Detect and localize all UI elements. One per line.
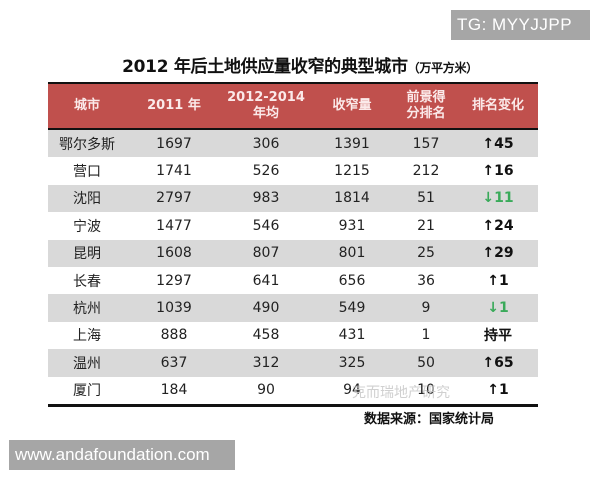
cell-rank: 1	[421, 327, 431, 344]
cell-city: 上海	[73, 328, 101, 345]
data-source: 数据来源：国家统计局	[364, 412, 495, 427]
table-bottom-rule	[48, 403, 538, 407]
col-header-narrow: 收窄量	[332, 98, 372, 113]
title-unit: （万平方米）	[407, 61, 479, 75]
cell-city: 宁波	[73, 218, 101, 235]
cell-change: ↑1	[487, 272, 509, 289]
cell-2011: 1039	[156, 300, 192, 317]
cell-city: 长春	[73, 273, 101, 290]
cell-rank: 25	[417, 245, 435, 262]
cell-2011: 888	[160, 327, 188, 344]
table-header: 城市 2011 年 2012-2014 年均 收窄量 前景得 分排名 排名变化	[48, 84, 538, 130]
cell-rank: 9	[421, 300, 431, 317]
cell-rank: 36	[417, 272, 435, 289]
cell-city: 鄂尔多斯	[59, 136, 115, 153]
col-header-rank: 前景得 分排名	[406, 90, 446, 121]
col-header-change: 排名变化	[471, 98, 524, 113]
cell-avg: 641	[252, 272, 280, 289]
url-overlay: www.andafoundation.com	[9, 440, 235, 470]
cell-rank: 51	[417, 190, 435, 207]
table-row: 宁波 1477 546 931 21 ↑24	[48, 212, 538, 239]
cell-avg: 90	[257, 382, 275, 399]
cell-city: 昆明	[73, 246, 101, 263]
cell-2011: 1697	[156, 135, 192, 152]
cell-narrow: 549	[338, 300, 366, 317]
table-top-rule	[48, 82, 538, 84]
data-table: 城市 2011 年 2012-2014 年均 收窄量 前景得 分排名 排名变化 鄂尔…	[48, 82, 538, 407]
cell-change: ↑1	[487, 382, 509, 399]
cell-change: 持平	[484, 328, 512, 345]
cell-city: 温州	[73, 355, 101, 372]
cell-rank: 10	[417, 382, 435, 399]
cell-change: ↑16	[482, 163, 514, 180]
cell-avg: 983	[252, 190, 280, 207]
cell-avg: 546	[252, 217, 280, 234]
table-row: 厦门 184 90 94 10 ↑1	[48, 377, 538, 404]
col-header-avg: 2012-2014 年均	[227, 90, 305, 121]
cell-avg: 312	[252, 354, 280, 371]
table-row: 温州 637 312 325 50 ↑65	[48, 349, 538, 377]
cell-2011: 2797	[156, 190, 192, 207]
cell-rank: 212	[412, 163, 440, 180]
cell-narrow: 1814	[334, 190, 370, 207]
cell-change: ↓1	[487, 300, 509, 317]
table-row: 沈阳 2797 983 1814 51 ↓11	[48, 184, 538, 213]
cell-narrow: 1215	[334, 163, 370, 180]
cell-avg: 458	[252, 327, 280, 344]
cell-narrow: 325	[338, 354, 366, 371]
table-row: 杭州 1039 490 549 9 ↓1	[48, 294, 538, 322]
cell-2011: 184	[160, 382, 188, 399]
cell-2011: 1477	[156, 217, 192, 234]
cell-change: ↓11	[482, 190, 514, 207]
table-body: 鄂尔多斯 1697 306 1391 157 ↑45 营口 1741 526 1215 212 ↑16…	[48, 130, 538, 404]
cell-narrow: 656	[338, 272, 366, 289]
cell-2011: 637	[160, 354, 188, 371]
table-row: 上海 888 458 431 1 持平	[48, 322, 538, 349]
cell-narrow: 801	[338, 245, 366, 262]
cell-rank: 50	[417, 354, 435, 371]
table-row: 昆明 1608 807 801 25 ↑29	[48, 239, 538, 267]
cell-avg: 807	[252, 245, 280, 262]
col-header-2011: 2011 年	[147, 98, 201, 113]
cell-2011: 1741	[156, 163, 192, 180]
cell-change: ↑45	[482, 135, 514, 152]
cell-change: ↑24	[482, 217, 514, 234]
cell-city: 营口	[73, 164, 101, 181]
table-row: 营口 1741 526 1215 212 ↑16	[48, 157, 538, 184]
cell-rank: 21	[417, 217, 435, 234]
cell-narrow: 94	[343, 382, 361, 399]
cell-change: ↑65	[482, 354, 514, 371]
page-title: 2012 年后土地供应量收窄的典型城市（万平方米）	[0, 52, 600, 77]
title-text: 2012 年后土地供应量收窄的典型城市	[122, 57, 408, 77]
cell-avg: 526	[252, 163, 280, 180]
cell-avg: 490	[252, 300, 280, 317]
table-row: 长春 1297 641 656 36 ↑1	[48, 267, 538, 294]
tag-overlay: TG: MYYJJPP	[451, 10, 590, 40]
cell-city: 厦门	[73, 383, 101, 400]
cell-narrow: 931	[338, 217, 366, 234]
table-row: 鄂尔多斯 1697 306 1391 157 ↑45	[48, 130, 538, 158]
cell-rank: 157	[412, 135, 440, 152]
cell-2011: 1297	[156, 272, 192, 289]
cell-2011: 1608	[156, 245, 192, 262]
cell-avg: 306	[252, 135, 280, 152]
cell-narrow: 431	[338, 327, 366, 344]
cell-city: 杭州	[73, 301, 101, 318]
col-header-city: 城市	[73, 98, 100, 113]
cell-narrow: 1391	[334, 135, 370, 152]
cell-city: 沈阳	[73, 191, 101, 208]
cell-change: ↑29	[482, 245, 514, 262]
watermark: 克而瑞地产研究	[352, 385, 450, 401]
